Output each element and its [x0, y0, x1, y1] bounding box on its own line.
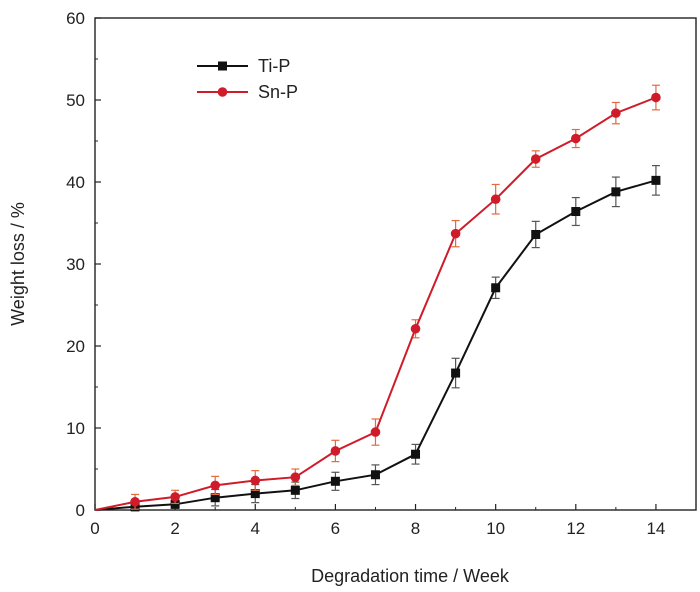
y-tick-label: 20	[66, 337, 85, 356]
data-point	[651, 92, 661, 103]
legend-label-ti-p: Ti-P	[258, 56, 290, 76]
data-point	[290, 472, 301, 483]
x-tick-label: 14	[646, 519, 665, 538]
data-point	[451, 368, 461, 378]
legend: Ti-P Sn-P	[197, 56, 298, 102]
x-tick-label: 0	[90, 519, 99, 538]
data-point	[651, 175, 661, 185]
data-point	[130, 497, 140, 507]
data-point	[330, 476, 340, 486]
data-point	[250, 489, 260, 499]
x-tick-label: 4	[251, 519, 260, 538]
legend-marker-sn-p	[217, 87, 228, 97]
y-tick-label: 0	[76, 501, 85, 520]
y-tick-label: 30	[66, 255, 85, 274]
series-ti-p	[94, 165, 661, 512]
y-axis-title: Weight loss / %	[8, 202, 28, 326]
data-point	[210, 480, 220, 491]
data-point	[250, 475, 261, 486]
x-axis-ticks: 0 2 4 6 8 10 12 14	[90, 504, 665, 538]
series-sn-p	[94, 84, 661, 511]
data-point	[450, 228, 461, 239]
x-tick-label: 10	[486, 519, 505, 538]
data-point	[530, 154, 541, 164]
data-point	[330, 446, 341, 456]
series-layer	[94, 84, 661, 512]
series-line	[94, 96, 657, 511]
data-point	[490, 194, 501, 205]
data-point	[410, 323, 421, 334]
y-tick-label: 10	[66, 419, 85, 438]
data-point	[290, 485, 300, 495]
data-point	[611, 108, 621, 118]
data-point	[370, 427, 381, 437]
y-axis-ticks: 0 10 20 30 40 50 60	[66, 9, 101, 520]
data-point	[170, 492, 180, 502]
x-tick-label: 2	[170, 519, 179, 538]
data-point	[571, 133, 581, 144]
legend-label-sn-p: Sn-P	[258, 82, 298, 102]
plot-frame	[94, 17, 697, 511]
x-tick-label: 6	[331, 519, 340, 538]
data-point	[611, 187, 621, 197]
x-axis-title: Degradation time / Week	[311, 566, 510, 586]
plot-border	[94, 17, 697, 511]
data-point	[370, 470, 380, 480]
x-tick-label: 8	[411, 519, 420, 538]
data-point	[411, 449, 421, 459]
data-point	[210, 493, 220, 503]
data-point	[170, 499, 180, 509]
y-tick-label: 40	[66, 173, 85, 192]
y-tick-label: 50	[66, 91, 85, 110]
legend-marker-ti-p	[218, 61, 227, 71]
data-point	[491, 283, 501, 293]
data-point	[571, 207, 581, 217]
series-line	[94, 179, 657, 511]
x-tick-label: 12	[566, 519, 585, 538]
y-tick-label: 60	[66, 9, 85, 28]
data-point	[531, 229, 541, 239]
